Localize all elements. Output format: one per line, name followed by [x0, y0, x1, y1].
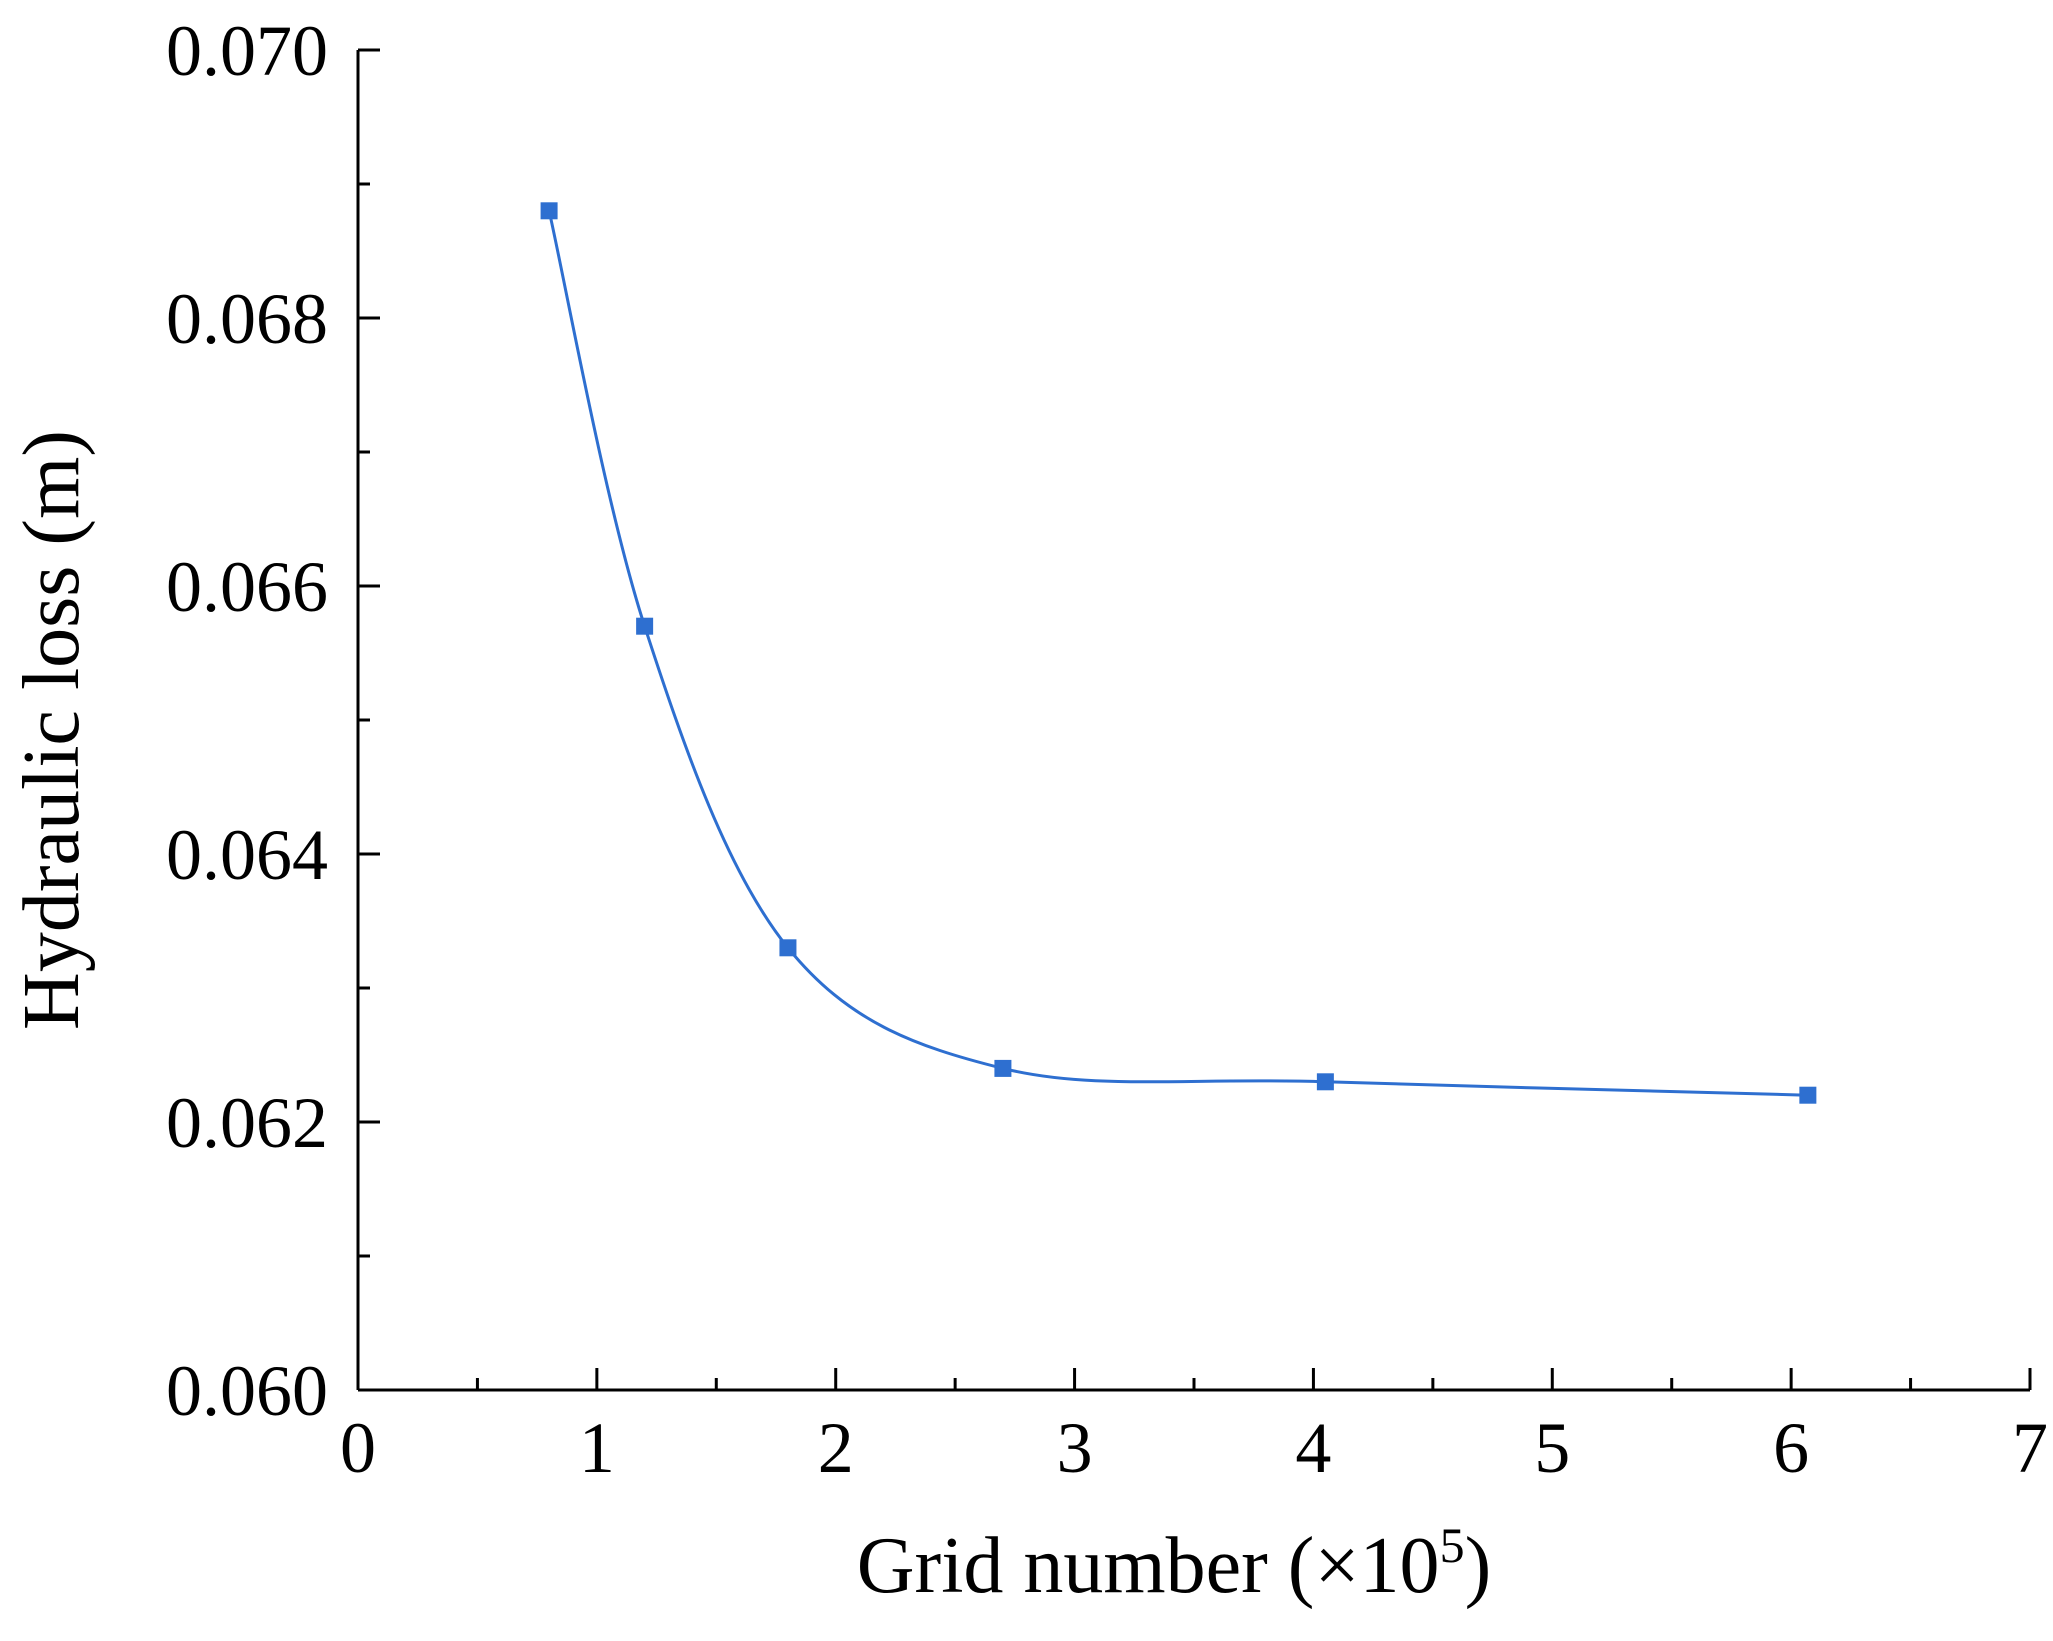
data-point-marker — [1316, 1073, 1334, 1091]
series — [540, 202, 1817, 1104]
y-tick-label: 0.062 — [166, 1083, 328, 1163]
ticks — [356, 48, 2032, 1392]
y-axis-title: Hydraulic loss (m) — [8, 430, 96, 1030]
y-tick-label: 0.070 — [166, 11, 328, 91]
data-point-marker — [540, 202, 558, 220]
y-tick-label: 0.060 — [166, 1351, 328, 1431]
data-point-marker — [779, 939, 797, 957]
x-tick-label: 2 — [818, 1408, 854, 1488]
axes — [356, 50, 2030, 1392]
x-tick-label: 3 — [1057, 1408, 1093, 1488]
y-tick-label: 0.066 — [166, 547, 328, 627]
data-point-marker — [636, 617, 654, 635]
x-tick-label: 6 — [1773, 1408, 1809, 1488]
data-point-marker — [1799, 1086, 1817, 1104]
x-tick-label: 4 — [1295, 1408, 1331, 1488]
y-tick-label: 0.068 — [166, 279, 328, 359]
x-axis-title-close: ) — [1465, 1522, 1492, 1610]
x-tick-label: 0 — [340, 1408, 376, 1488]
series-line — [547, 210, 1808, 1097]
x-tick-label: 7 — [2012, 1408, 2048, 1488]
y-tick-label: 0.064 — [166, 815, 328, 895]
axis-titles: Hydraulic loss (m) Grid number (×105) — [8, 430, 1491, 1610]
x-tick-label: 1 — [579, 1408, 615, 1488]
data-point-marker — [994, 1059, 1012, 1077]
x-tick-label: 5 — [1534, 1408, 1570, 1488]
tick-labels: 0 1 2 3 4 5 6 7 0.060 0.062 0.064 0.066 0.068 0.070 — [166, 11, 2048, 1488]
x-axis-title-exponent: 5 — [1440, 1517, 1465, 1573]
x-axis-title: Grid number (×105) — [857, 1517, 1491, 1610]
x-axis-title-main: Grid number (×10 — [857, 1522, 1440, 1610]
